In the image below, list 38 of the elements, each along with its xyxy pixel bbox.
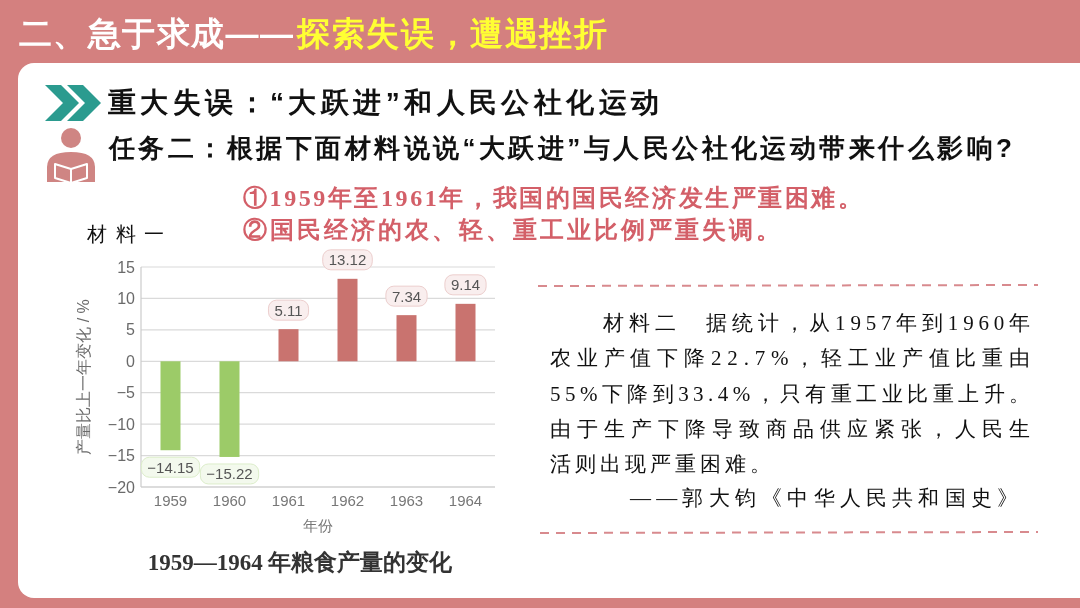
- data-label: 5.11: [274, 301, 303, 319]
- y-tick-label: −20: [107, 478, 136, 496]
- data-label: 9.14: [450, 276, 481, 294]
- bar: [455, 303, 476, 362]
- text: ②国民经济的农、轻、重工业比例严重失调。: [243, 217, 780, 243]
- y-axis-title: 产量比上一年变化 / %: [74, 299, 92, 455]
- y-tick-label: 5: [126, 321, 136, 339]
- x-tick-label: 1963: [389, 491, 424, 509]
- x-axis-title: 年份: [303, 516, 333, 534]
- x-tick-label: 1960: [212, 491, 247, 509]
- data-label: 7.34: [391, 287, 422, 305]
- text: 材料二 据统计，从1957年到1960年农业产值下降22.7%，轻工业产值比重由55%下降到33.4%，只有重工业比重上升。由于生产下降导致商品供应紧张，人民生活则出现严重困难。: [550, 311, 1036, 477]
- x-tick-label: 1964: [448, 491, 483, 509]
- text: ——郭大钧《中华人民共和国史》: [629, 486, 1018, 510]
- x-tick-label: 1962: [330, 491, 365, 509]
- y-tick-label: 10: [117, 289, 136, 307]
- text: 材料一: [86, 223, 164, 245]
- data-label: −15.22: [206, 465, 253, 483]
- data-label: −14.15: [147, 458, 194, 476]
- x-tick-label: 1961: [271, 491, 306, 509]
- data-label: 13.12: [328, 251, 367, 269]
- bar: [160, 361, 181, 451]
- text: 探索失误，遭遇挫折: [296, 14, 607, 52]
- y-tick-label: −10: [107, 415, 136, 433]
- bar: [278, 329, 299, 362]
- text: 1959—1964 年粮食产量的变化: [147, 548, 454, 575]
- text: 二、急于求成——: [19, 14, 293, 52]
- y-tick-label: 0: [126, 352, 136, 370]
- text: 重大失误：“大跃进”和人民公社化运动: [107, 86, 659, 118]
- y-tick-label: −15: [107, 447, 136, 465]
- bar: [396, 315, 417, 362]
- y-tick-label: 15: [117, 258, 136, 276]
- bar: [337, 278, 358, 362]
- bar: [219, 361, 240, 457]
- text: 任务二：根据下面材料说说“大跃进”与人民公社化运动带来什么影响?: [108, 133, 1012, 163]
- y-tick-label: −5: [116, 384, 136, 402]
- text: ①1959年至1961年，我国的国民经济发生严重困难。: [243, 185, 862, 211]
- x-tick-label: 1959: [153, 491, 188, 509]
